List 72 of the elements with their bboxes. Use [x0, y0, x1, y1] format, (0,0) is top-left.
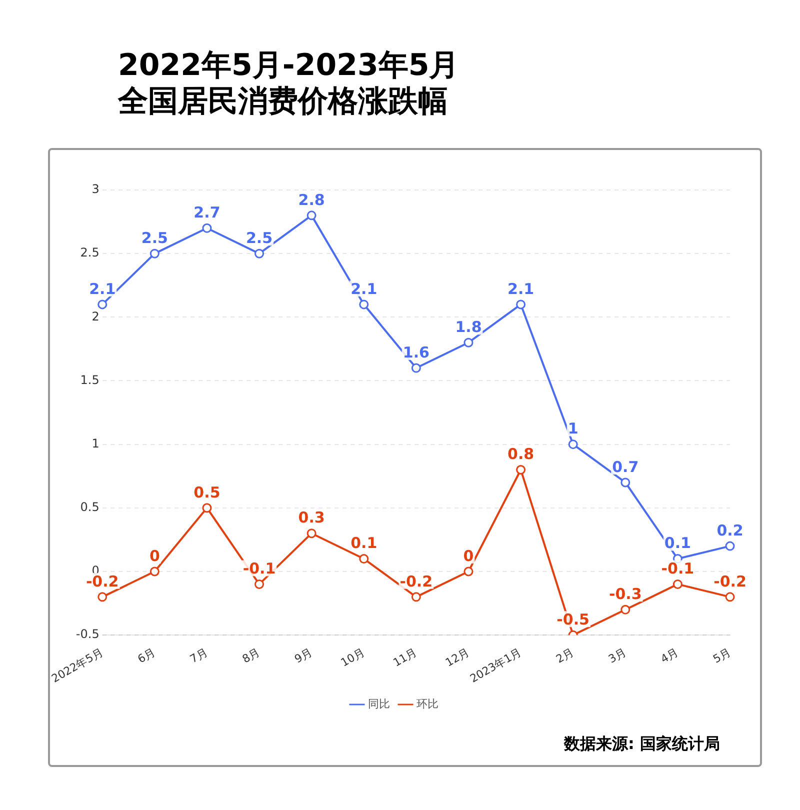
- point: [359, 300, 369, 310]
- data-label: 0.1: [664, 534, 691, 552]
- data-label: 0.2: [716, 521, 744, 540]
- point: [411, 592, 421, 602]
- x-tick-label: 4月: [658, 646, 681, 666]
- point: [306, 528, 316, 538]
- point: [254, 579, 264, 589]
- data-label: 2.7: [194, 204, 220, 222]
- data-label: 0.3: [298, 508, 325, 527]
- data-label: 0.7: [612, 458, 639, 476]
- data-label: -0.3: [608, 585, 642, 604]
- y-tick-label: 3: [92, 182, 100, 196]
- y-tick-label: 2.5: [80, 246, 100, 260]
- point: [202, 503, 212, 513]
- point: [98, 592, 108, 602]
- y-tick-label: -0.5: [76, 627, 100, 642]
- data-label: 2.1: [507, 280, 534, 298]
- point: [516, 300, 526, 310]
- data-label: -0.5: [556, 610, 590, 628]
- point: [150, 566, 160, 576]
- x-tick-label: 9月: [292, 646, 314, 666]
- data-label: -0.1: [661, 560, 694, 578]
- x-tick-label: 8月: [240, 646, 262, 666]
- data-label: 1: [568, 420, 578, 438]
- data-label: 2.5: [141, 228, 168, 247]
- data-label: 2.5: [246, 228, 273, 247]
- point: [254, 248, 264, 258]
- data-label: -0.2: [714, 572, 746, 590]
- point: [359, 554, 369, 564]
- point: [620, 604, 630, 614]
- point: [98, 300, 108, 310]
- point: [568, 440, 578, 450]
- data-label: 0.8: [507, 445, 534, 464]
- point: [202, 223, 212, 233]
- point: [516, 465, 526, 475]
- x-tick-label: 10月: [338, 646, 367, 670]
- point: [464, 566, 474, 576]
- x-tick-label: 7月: [188, 646, 210, 666]
- data-label: 2.1: [350, 280, 378, 298]
- x-tick-label: 11月: [390, 646, 420, 670]
- point: [620, 478, 630, 488]
- data-label: 2.8: [298, 190, 325, 209]
- point: [306, 210, 316, 220]
- y-tick-label: 1.5: [80, 372, 100, 387]
- point: [464, 338, 474, 348]
- y-tick-label: 1: [92, 436, 100, 450]
- point: [725, 592, 735, 602]
- x-tick-label: 5月: [710, 646, 733, 666]
- point: [672, 579, 682, 589]
- legend-label: 环比: [416, 697, 438, 710]
- data-label: 1.6: [402, 343, 430, 362]
- data-label: -0.2: [400, 572, 433, 590]
- data-label: 0: [463, 546, 474, 565]
- x-tick-label: 6月: [136, 646, 158, 666]
- chart-subtitle: 全国居民消费价格涨跌幅: [118, 84, 449, 120]
- source-note: 数据来源: 国家统计局: [564, 734, 720, 753]
- data-label: 1.8: [455, 318, 482, 336]
- point: [411, 363, 421, 373]
- point: [725, 541, 735, 551]
- data-label: 0: [149, 546, 160, 565]
- data-label: 2.1: [89, 280, 116, 298]
- x-tick-label: 12月: [443, 646, 472, 670]
- data-label: -0.1: [242, 560, 276, 578]
- chart-title: 2022年5月-2023年5月: [118, 48, 460, 84]
- data-label: 0.5: [194, 483, 220, 502]
- point: [150, 248, 160, 258]
- y-tick-label: 0.5: [80, 500, 100, 514]
- x-tick-label: 3月: [606, 646, 628, 666]
- data-label: 0.1: [350, 534, 378, 552]
- y-tick-label: 2: [92, 309, 100, 324]
- x-tick-label: 2月: [554, 646, 576, 666]
- legend-label: 同比: [368, 697, 390, 710]
